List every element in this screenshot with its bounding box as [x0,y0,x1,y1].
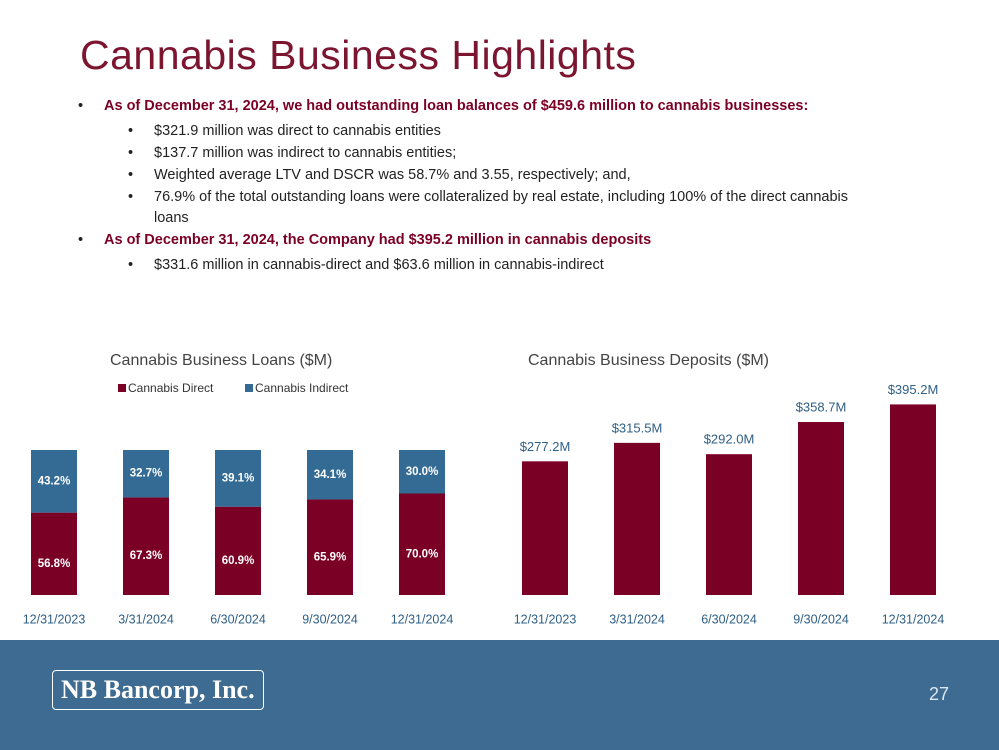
slide-title: Cannabis Business Highlights [80,32,637,78]
bar-segment [399,450,445,494]
x-tick-label: 12/31/2023 [514,612,577,626]
x-tick-label: 6/30/2024 [701,612,757,626]
value-label: 60.9% [222,555,255,567]
chart-title: Cannabis Business Deposits ($M) [528,352,769,369]
x-tick-label: 3/31/2024 [118,612,174,626]
x-tick-label: 12/31/2024 [391,612,454,626]
bar [890,404,936,595]
sub-bullet: Weighted average LTV and DSCR was 58.7% … [128,165,854,186]
value-label: $315.5M [612,420,663,435]
sub-bullet: $137.7 million was indirect to cannabis … [128,143,854,164]
x-tick-label: 9/30/2024 [793,612,849,626]
bar-segment [399,493,445,595]
bar [706,454,752,595]
value-label: 32.7% [130,468,163,480]
x-tick-label: 3/31/2024 [609,612,665,626]
legend-label: Cannabis Direct [128,381,214,395]
bullets: As of December 31, 2024, we had outstand… [78,96,878,277]
bar [798,422,844,595]
chart-title: Cannabis Business Loans ($M) [110,352,332,369]
sub-bullet: $321.9 million was direct to cannabis en… [128,121,854,142]
value-label: 65.9% [314,551,347,563]
bar-segment [307,450,353,500]
value-label: 30.0% [406,466,439,478]
bar-segment [123,450,169,498]
footer: NB Bancorp, Inc. 27 [0,640,999,750]
logo: NB Bancorp, Inc. [52,670,264,710]
value-label: 39.1% [222,472,255,484]
legend-label: Cannabis Indirect [255,381,349,395]
bar [614,442,660,595]
value-label: 43.2% [38,475,71,487]
x-tick-label: 12/31/2023 [23,612,86,626]
bullet: As of December 31, 2024, the Company had… [78,230,834,251]
bar-segment [123,497,169,595]
value-label: $395.2M [888,382,939,397]
bar [522,461,568,595]
sub-bullet: $331.6 million in cannabis-direct and $6… [128,255,854,276]
value-label: 34.1% [314,469,347,481]
bar-segment [215,506,261,595]
bullet: As of December 31, 2024, we had outstand… [78,96,834,117]
value-label: 67.3% [130,550,163,562]
page-number: 27 [928,684,949,704]
value-label: $358.7M [796,399,847,414]
bar-segment [215,450,261,507]
value-label: 56.8% [38,558,71,570]
legend-swatch [118,384,126,392]
legend-swatch [245,384,253,392]
bar-segment [31,512,77,595]
x-tick-label: 9/30/2024 [302,612,358,626]
x-tick-label: 12/31/2024 [882,612,945,626]
x-tick-label: 6/30/2024 [210,612,266,626]
bar-segment [31,450,77,513]
value-label: $292.0M [704,432,755,447]
value-label: 70.0% [406,548,439,560]
bar-segment [307,499,353,595]
charts: Cannabis Business Loans ($M) 12/31/2023 3/… [23,352,945,626]
sub-bullet: 76.9% of the total outstanding loans wer… [128,187,854,229]
value-label: $277.2M [520,439,571,454]
